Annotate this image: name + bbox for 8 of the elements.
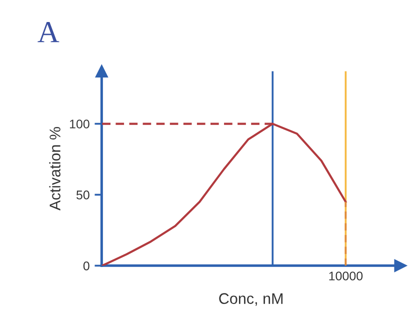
line-series (102, 122, 347, 266)
y-tick-label: 100 (70, 120, 90, 128)
chart-title: A (38, 22, 60, 42)
y-tick-label: 0 (83, 261, 90, 270)
text: 10000 (329, 272, 363, 280)
x-axis-title: Conc, nM (219, 293, 283, 306)
y-axis-title: Activation % (49, 126, 60, 210)
y-tick-label: 50 (76, 190, 90, 200)
